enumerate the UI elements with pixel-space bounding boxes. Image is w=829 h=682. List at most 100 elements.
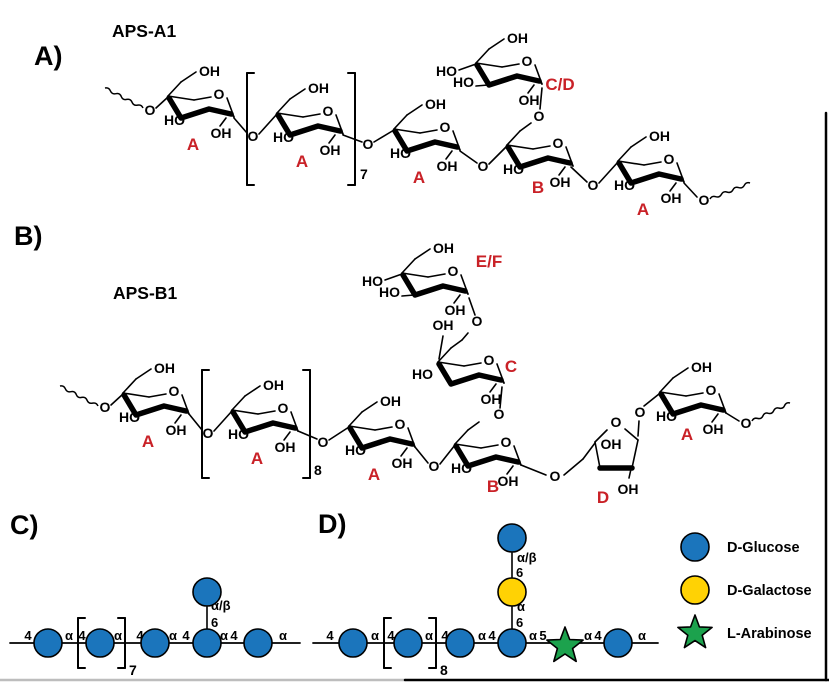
- atom-label: HO: [614, 177, 635, 193]
- bond: [439, 444, 456, 465]
- glucose-node: [393, 628, 423, 658]
- bond: [458, 63, 477, 71]
- legend-glucose: [680, 532, 710, 562]
- pyranose-ring: O OH HO OH A: [228, 377, 299, 468]
- linkage-label: 4: [387, 628, 395, 643]
- bond: [672, 367, 689, 379]
- bond: [463, 362, 482, 367]
- ring-oxygen: O: [611, 414, 622, 430]
- bond: [297, 430, 318, 440]
- atom-label: OH: [211, 125, 232, 141]
- ring-oxygen: O: [484, 352, 495, 368]
- bond: [213, 410, 233, 432]
- bond: [414, 446, 429, 464]
- ring-oxygen: O: [169, 383, 180, 399]
- ring-oxygen: O: [440, 119, 451, 135]
- chain-continues-squiggle: [59, 385, 99, 407]
- bond-bold-wedge: [400, 272, 468, 298]
- bond: [499, 386, 503, 409]
- atom-label: HO: [345, 442, 366, 458]
- bond-bold-wedge: [392, 128, 460, 154]
- atom-label: OH: [433, 317, 454, 333]
- bond: [231, 409, 259, 415]
- panel-b-structure: OOOOOOOOO8OOHHOOHAOOHHOOHAOOHHOOHAOHOOHB…: [59, 240, 791, 507]
- bond: [219, 117, 227, 127]
- bond: [438, 335, 444, 360]
- linkage-label: α: [478, 628, 486, 643]
- atom-label: OH: [166, 422, 187, 438]
- pyranose-ring: O OH HO OH A: [164, 63, 235, 154]
- linkage-label: α/β: [517, 550, 537, 565]
- bond: [519, 122, 532, 132]
- atom-label: HO: [164, 112, 185, 128]
- bond-bold-wedge: [658, 391, 726, 417]
- bond: [174, 414, 182, 424]
- bond: [289, 88, 306, 100]
- bond: [594, 429, 608, 443]
- atom-label: OH: [275, 439, 296, 455]
- bond: [393, 114, 408, 130]
- ring-oxygen: O: [214, 86, 225, 102]
- glucose-node: [243, 628, 273, 658]
- bond: [437, 361, 465, 367]
- bond: [475, 84, 489, 87]
- bond: [538, 80, 543, 85]
- atom-label: HO: [228, 426, 249, 442]
- hydroxymethyl-oh: OH: [425, 96, 446, 112]
- bond: [488, 145, 508, 165]
- glycosidic-oxygen: O: [472, 313, 483, 329]
- ring-oxygen: O: [278, 400, 289, 416]
- ring-oxygen: O: [706, 382, 717, 398]
- panel-a-structure: OO OOOOO7OOHHOOHAOOHHOOHAOOHHOOHAOHOOHBOO…: [104, 30, 751, 219]
- residue-label: A: [142, 432, 154, 451]
- glucose-node: [497, 628, 527, 658]
- glucose-node: [33, 628, 63, 658]
- bond: [411, 443, 416, 448]
- bond: [328, 134, 336, 144]
- bond: [725, 412, 740, 422]
- glycosidic-oxygen: O: [248, 128, 259, 144]
- bond: [501, 63, 520, 68]
- pyranose-ring: O OH HO OH A: [345, 393, 416, 484]
- ring-oxygen: O: [522, 53, 533, 69]
- bond: [598, 161, 619, 184]
- bond: [401, 294, 415, 297]
- ring-oxygen: O: [395, 416, 406, 432]
- legend-arabinose: [677, 614, 713, 649]
- atom-label: OH: [550, 174, 571, 190]
- residue-label: C/D: [545, 75, 574, 94]
- bond: [406, 104, 423, 116]
- atom-label: HO: [362, 273, 383, 289]
- hydroxymethyl-oh: OH: [380, 393, 401, 409]
- residue-label: A: [413, 168, 425, 187]
- glucose-node: [445, 628, 475, 658]
- glycosidic-oxygen: O: [534, 108, 545, 124]
- bond: [582, 442, 596, 460]
- repeat-subscript: 8: [440, 662, 448, 678]
- glycosidic-oxygen: O: [318, 434, 329, 450]
- bond-bold-wedge: [230, 409, 298, 435]
- bond: [488, 38, 505, 50]
- bond: [294, 427, 299, 432]
- bond: [683, 182, 698, 198]
- figure-frame: [0, 111, 829, 682]
- repeat-subscript: 7: [360, 166, 368, 182]
- atom-label: OH: [498, 473, 519, 489]
- linkage-label: α: [638, 628, 646, 643]
- bond: [258, 113, 278, 135]
- glycosidic-oxygen: O: [494, 406, 505, 422]
- bond: [230, 113, 235, 118]
- residue-label: A: [368, 465, 380, 484]
- bond: [617, 146, 632, 162]
- bond: [384, 273, 403, 281]
- atom-label: HO: [390, 145, 411, 161]
- atom-label: OH: [392, 455, 413, 471]
- bond: [339, 130, 344, 135]
- linkage-label: α: [517, 599, 525, 614]
- panel-d-tag: D): [318, 509, 347, 539]
- bond: [480, 444, 499, 449]
- bond: [167, 95, 195, 101]
